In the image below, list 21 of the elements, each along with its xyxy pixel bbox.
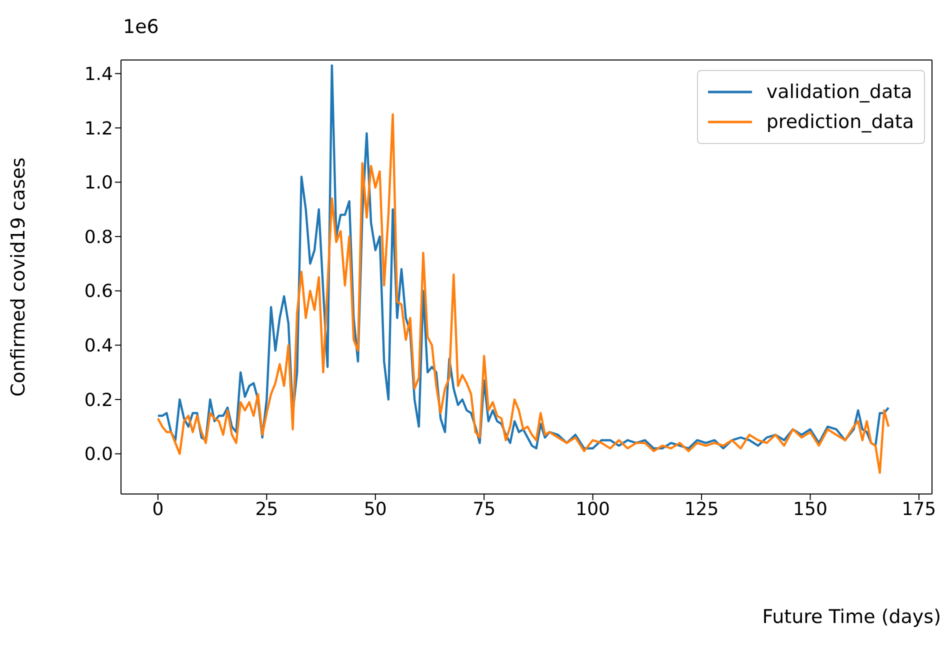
y-tick-label: 1.4 (84, 64, 113, 85)
x-tick-label: 75 (472, 498, 496, 520)
x-tick-label: 125 (684, 498, 719, 520)
y-tick-label: 0.4 (84, 336, 113, 357)
x-tick-label: 150 (793, 498, 828, 520)
x-tick-label: 100 (576, 498, 610, 520)
x-tick-label: 25 (255, 498, 278, 520)
y-tick-label: 0.6 (84, 281, 113, 302)
y-tick-label: 0.0 (84, 444, 113, 466)
x-axis-title: Future Time (days) (762, 606, 941, 628)
text: 1e6 (123, 16, 159, 38)
y-tick-label: 1.2 (84, 118, 113, 140)
y-tick-label: 0.2 (84, 390, 113, 411)
legend-label: prediction_data (766, 111, 914, 133)
y-tick-label: 1.0 (84, 172, 113, 194)
x-tick-label: 50 (364, 498, 387, 520)
legend-label: validation_data (766, 81, 912, 103)
x-tick-label: 0 (152, 498, 164, 520)
y-axis-title: Confirmed covid19 cases (8, 157, 30, 397)
y-tick-label: 0.8 (84, 226, 113, 248)
x-tick-label: 175 (902, 498, 936, 520)
